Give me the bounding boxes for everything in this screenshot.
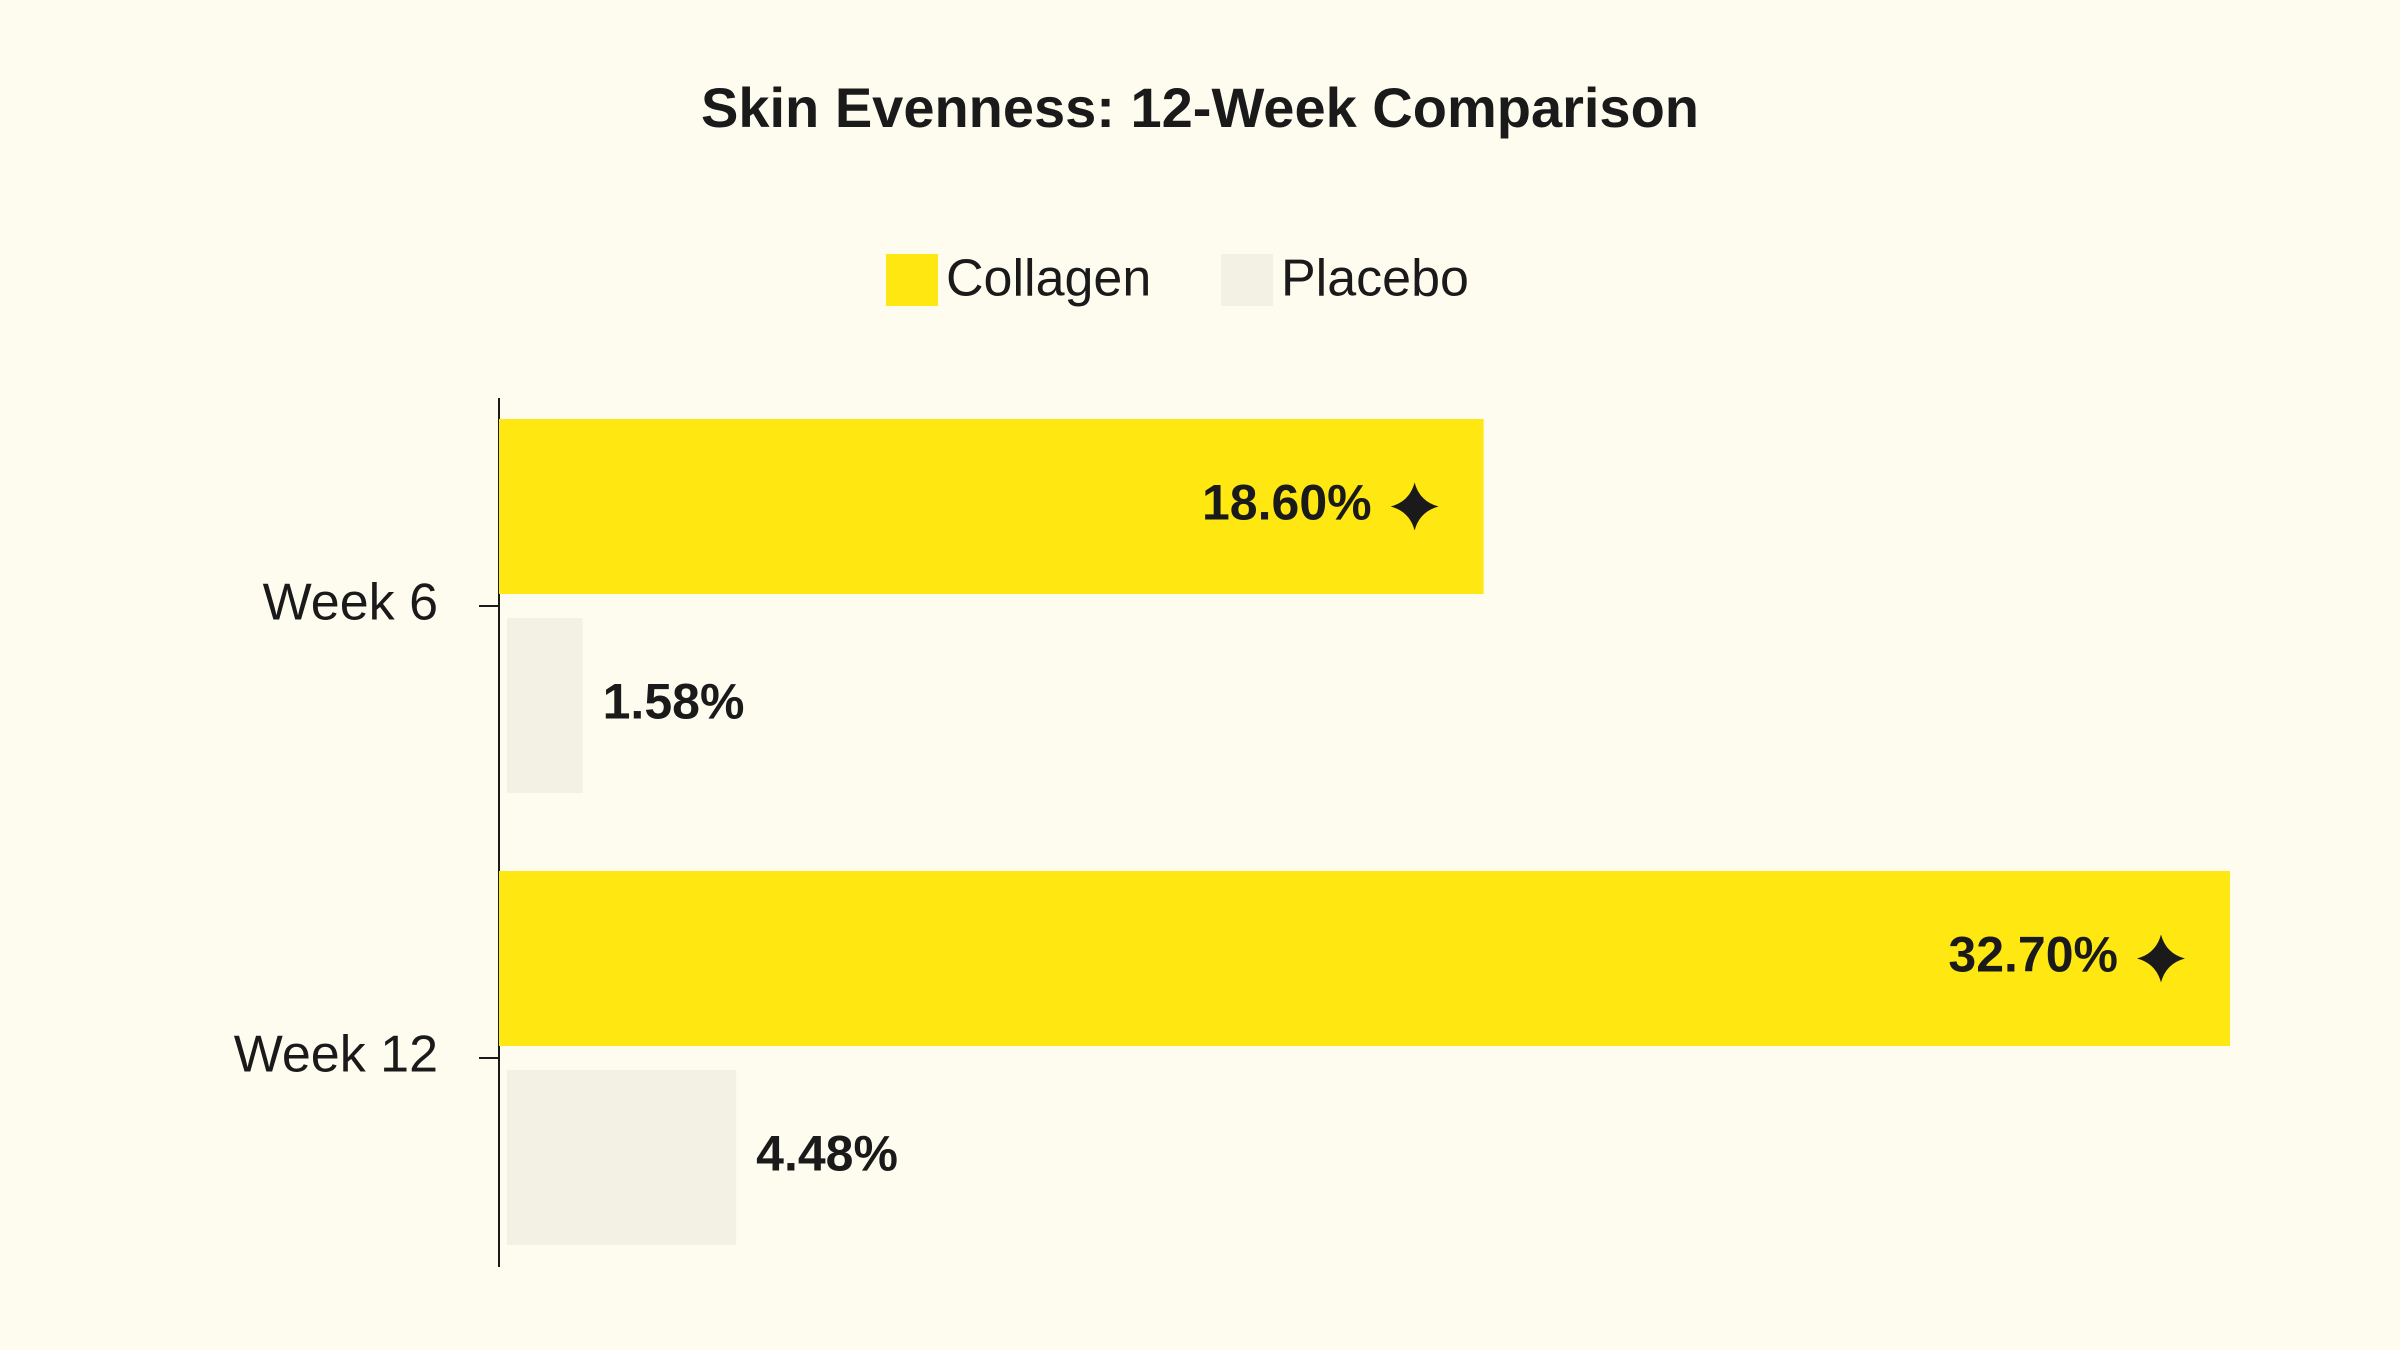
bar (499, 419, 1484, 594)
legend-swatch (1221, 254, 1273, 306)
star-icon (1390, 482, 1439, 531)
star-icon (2137, 934, 2185, 983)
bar (499, 871, 2230, 1046)
chart-title: Skin Evenness: 12-Week Comparison (701, 76, 1699, 139)
legend-label: Collagen (946, 250, 1151, 308)
value-label: 4.48% (756, 1126, 898, 1182)
bar (507, 1070, 737, 1245)
y-tick-label: Week 12 (234, 1026, 438, 1084)
value-label: 1.58% (603, 674, 745, 730)
value-label: 18.60% (1202, 475, 1372, 531)
y-tick-label: Week 6 (263, 574, 438, 632)
legend-label: Placebo (1281, 250, 1469, 308)
value-label: 32.70% (1948, 927, 2118, 983)
bar (507, 618, 583, 793)
legend-swatch (886, 254, 938, 306)
